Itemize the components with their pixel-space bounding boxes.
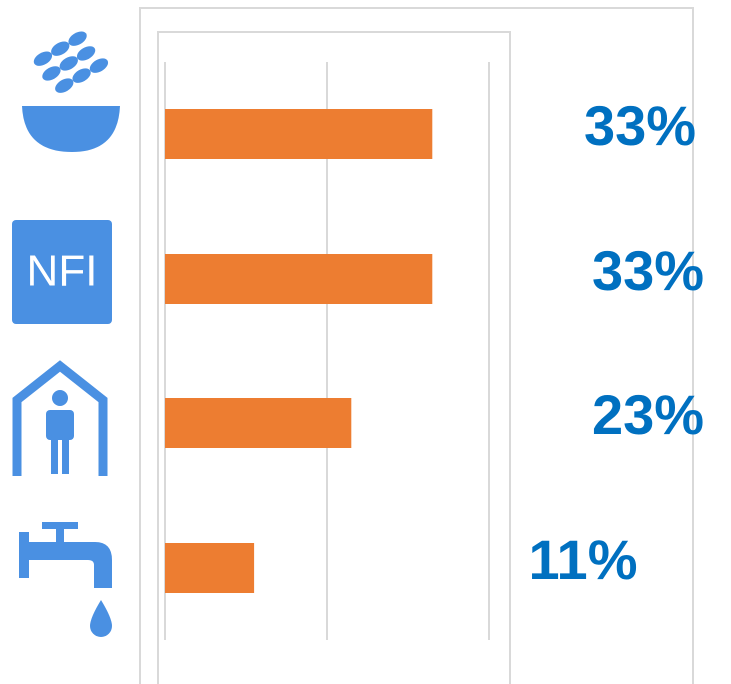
icon-person: [46, 390, 74, 474]
value-label: 23%: [592, 383, 704, 446]
icon-food: [22, 31, 120, 152]
house: [12, 360, 108, 476]
bowl: [22, 106, 120, 152]
bar: [165, 398, 352, 448]
bar: [165, 254, 433, 304]
value-label: 33%: [584, 94, 696, 157]
bar: [165, 543, 255, 593]
icon-shelter: [12, 360, 108, 476]
icon-water: [19, 522, 112, 637]
value-label: 33%: [592, 239, 704, 302]
outer-frame: [139, 7, 694, 684]
nfi-box: [12, 220, 112, 324]
plot-frame: [157, 31, 511, 684]
bar: [165, 109, 433, 159]
value-label: 11%: [529, 528, 638, 591]
icon-nfi: NFI: [12, 220, 112, 324]
grain: [33, 31, 109, 93]
nfi-label: NFI: [27, 247, 98, 296]
